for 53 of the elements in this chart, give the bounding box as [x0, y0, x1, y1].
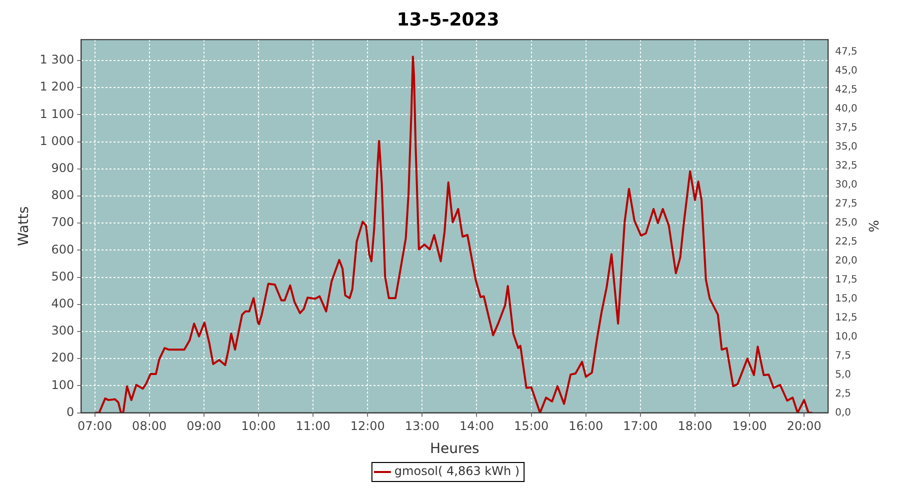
y-tick-label: 800: [51, 188, 74, 202]
y2-tick-label: 45,0: [835, 65, 858, 76]
y2-tick-label: 10,0: [835, 331, 858, 342]
y2-tick-label: 30,0: [835, 179, 858, 190]
y2-tick-label: 37,5: [835, 122, 858, 134]
x-tick-label: 14:00: [459, 419, 494, 434]
x-tick-label: 08:00: [132, 419, 167, 434]
x-tick-label: 16:00: [568, 419, 604, 434]
x-tick-label: 13:00: [404, 419, 440, 434]
x-tick-label: 15:00: [514, 419, 549, 434]
chart-title: 13-5-2023: [396, 9, 500, 30]
x-tick-label: 20:00: [786, 419, 822, 434]
y2-tick-label: 40,0: [835, 103, 858, 114]
y2-tick-label: 32,5: [835, 160, 858, 172]
y-tick-label: 1 000: [40, 134, 74, 148]
y2-tick-label: 42,5: [835, 84, 858, 96]
y-tick-label: 600: [51, 242, 74, 256]
x-tick-label: 07:00: [78, 419, 112, 434]
y2-tick-label: 7,5: [835, 350, 852, 362]
y-tick-label: 500: [51, 269, 74, 284]
y2-tick-label: 47,5: [835, 46, 858, 58]
y-tick-label: 900: [51, 161, 74, 176]
y-tick-label: 1 200: [40, 80, 74, 94]
y-tick-label: 400: [51, 296, 74, 311]
y2-tick-label: 22,5: [835, 236, 858, 248]
x-tick-label: 17:00: [623, 419, 658, 434]
y-axis-title: Watts: [16, 206, 32, 246]
y-tick-label: 100: [51, 378, 74, 392]
y2-tick-label: 5,0: [835, 369, 852, 380]
y2-tick-label: 12,5: [835, 312, 858, 324]
x-axis-title: Heures: [430, 441, 480, 458]
y2-tick-label: 17,5: [835, 274, 858, 286]
y-tick-label: 700: [51, 215, 74, 230]
y-tick-label: 300: [51, 324, 74, 338]
y2-axis-title: %: [864, 220, 880, 232]
y-tick-label: 200: [51, 350, 74, 365]
x-tick-label: 11:00: [296, 419, 330, 434]
x-tick-label: 18:00: [678, 419, 712, 434]
x-tick-label: 12:00: [350, 419, 385, 434]
y-tick-label: 0: [66, 404, 74, 419]
y2-tick-label: 20,0: [835, 255, 858, 266]
x-tick-label: 10:00: [241, 419, 276, 434]
y2-tick-label: 25,0: [835, 217, 858, 228]
y2-tick-label: 2,5: [835, 388, 852, 400]
x-tick-label: 19:00: [732, 419, 767, 434]
x-tick-label: 09:00: [186, 419, 222, 434]
y2-tick-label: 27,5: [835, 198, 858, 210]
y2-tick-label: 35,0: [835, 141, 858, 152]
y-tick-label: 1 100: [40, 106, 74, 121]
y2-tick-label: 0,0: [835, 407, 852, 418]
y-tick-label: 1 300: [40, 52, 74, 67]
legend-label: gmosol( 4,863 kWh ): [394, 464, 520, 478]
y2-tick-label: 15,0: [835, 293, 858, 304]
